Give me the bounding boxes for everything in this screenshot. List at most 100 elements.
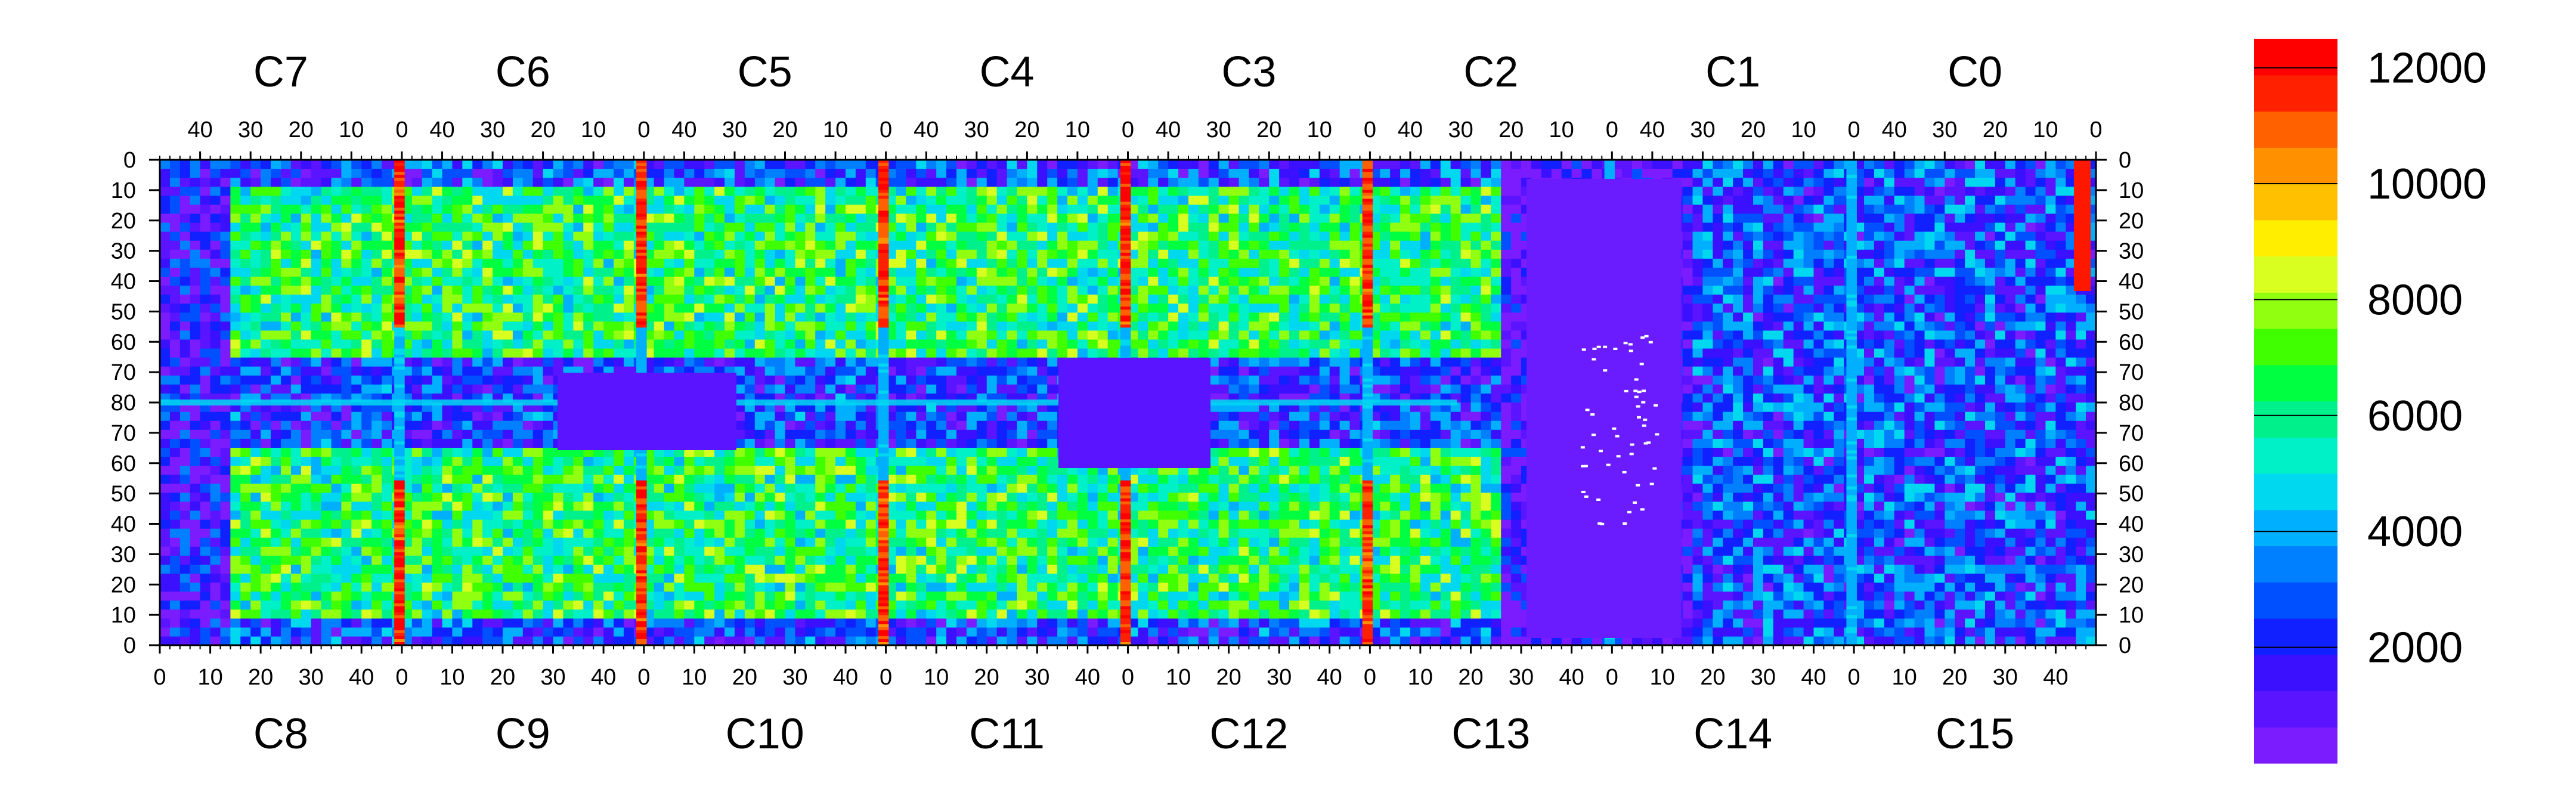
heatmap-cell (1430, 169, 1441, 178)
heatmap-cell (1763, 339, 1774, 349)
heatmap-cell (341, 205, 352, 215)
heatmap-cell (795, 330, 806, 340)
heatmap-cell (1087, 205, 1098, 215)
heatmap-cell (1813, 160, 1824, 169)
heatmap-cell (1501, 222, 1512, 233)
heatmap-cell (190, 312, 201, 322)
heatmap-cell (532, 295, 544, 304)
heatmap-cell (1813, 169, 1824, 178)
heatmap-cell (845, 258, 856, 268)
heatmap-cell (331, 169, 342, 178)
heatmap-cell (1430, 330, 1441, 340)
heatmap-cell (1763, 286, 1774, 295)
heatmap-cell (1965, 276, 1976, 286)
heatmap-cell (1218, 240, 1230, 250)
heatmap-cell (1410, 276, 1421, 286)
heatmap-cell (1753, 384, 1764, 394)
heatmap-cell (169, 375, 181, 385)
heatmap-cell (1249, 240, 1259, 250)
heatmap-cell (493, 187, 503, 196)
heatmap-cell (684, 160, 695, 169)
heatmap-cell (916, 178, 927, 187)
heatmap-cell (553, 222, 564, 233)
heatmap-cell (1319, 375, 1330, 385)
heatmap-cell (341, 187, 352, 196)
heatmap-cell (1178, 187, 1189, 196)
heatmap-cell (1188, 213, 1199, 224)
heatmap-cell (936, 205, 947, 215)
heatmap-cell (1188, 312, 1199, 322)
heatmap-cell (432, 160, 443, 169)
heatmap-cell (1077, 249, 1088, 259)
heatmap-cell (734, 295, 745, 304)
heatmap-cell (1773, 240, 1784, 250)
heatmap-cell (1995, 196, 2006, 205)
heatmap-cell (482, 169, 493, 178)
heatmap-cell (946, 366, 957, 376)
heatmap-cell (1198, 286, 1209, 295)
heatmap-cell (1027, 187, 1038, 196)
heatmap-cell (1682, 339, 1693, 349)
heatmap-cell (1400, 366, 1411, 376)
heatmap-cell (1430, 375, 1441, 385)
heatmap-cell (493, 295, 503, 304)
heatmap-cell (1239, 312, 1250, 322)
heatmap-cell (835, 384, 846, 394)
heatmap-cell (1995, 249, 2006, 259)
heatmap-cell (261, 304, 271, 313)
heatmap-cell (764, 366, 776, 376)
heatmap-cell (250, 276, 261, 286)
heatmap-cell (825, 366, 836, 376)
heatmap-cell (1158, 312, 1169, 322)
heatmap-cell (1965, 231, 1976, 242)
heatmap-cell (795, 178, 806, 187)
heatmap-cell (1430, 205, 1441, 215)
heatmap-cell (694, 295, 705, 304)
heatmap-cell (744, 366, 756, 376)
heatmap-cell (1037, 178, 1048, 187)
heatmap-cell (1894, 339, 1905, 349)
heatmap-cell (1561, 160, 1572, 169)
heatmap-cell (210, 169, 221, 178)
heatmap-cell (583, 330, 594, 340)
heatmap-cell (1430, 304, 1441, 313)
heatmap-cell (1995, 205, 2006, 215)
heatmap-cell (502, 240, 513, 250)
heatmap-cell (1138, 258, 1148, 268)
heatmap-cell (361, 196, 372, 205)
heatmap-cell (623, 321, 634, 331)
heatmap-cell (976, 222, 987, 233)
heatmap-cell (1491, 366, 1501, 376)
heatmap-cell (482, 295, 493, 304)
heatmap-cell (371, 348, 382, 358)
heatmap-cell (1773, 222, 1784, 233)
heatmap-cell (966, 304, 977, 313)
heatmap-cell (1228, 384, 1240, 394)
heatmap-cell (1713, 330, 1723, 340)
heatmap-cell (1299, 205, 1310, 215)
heatmap-cell (946, 375, 957, 385)
heatmap-cell (1299, 258, 1310, 268)
heatmap-cell (654, 276, 665, 286)
heatmap-cell (1723, 375, 1733, 385)
heatmap-cell (835, 187, 846, 196)
heatmap-cell (532, 312, 544, 322)
heatmap-cell (331, 178, 342, 187)
heatmap-cell (896, 276, 907, 286)
heatmap-cell (1984, 357, 1996, 367)
heatmap-cell (250, 196, 261, 205)
heatmap-cell (280, 366, 292, 376)
heatmap-cell (896, 312, 907, 322)
heatmap-cell (1148, 295, 1159, 304)
heatmap-cell (1894, 258, 1905, 268)
heatmap-cell (1945, 348, 1955, 358)
heatmap-cell (855, 267, 866, 277)
heatmap-cell (1430, 339, 1441, 349)
heatmap-cell (1783, 249, 1794, 259)
heatmap-cell (422, 330, 433, 340)
heatmap-cell (1713, 169, 1723, 178)
heatmap-cell (825, 286, 836, 295)
heatmap-cell (290, 249, 302, 259)
heatmap-cell (1753, 169, 1764, 178)
heatmap-cell (230, 240, 241, 250)
